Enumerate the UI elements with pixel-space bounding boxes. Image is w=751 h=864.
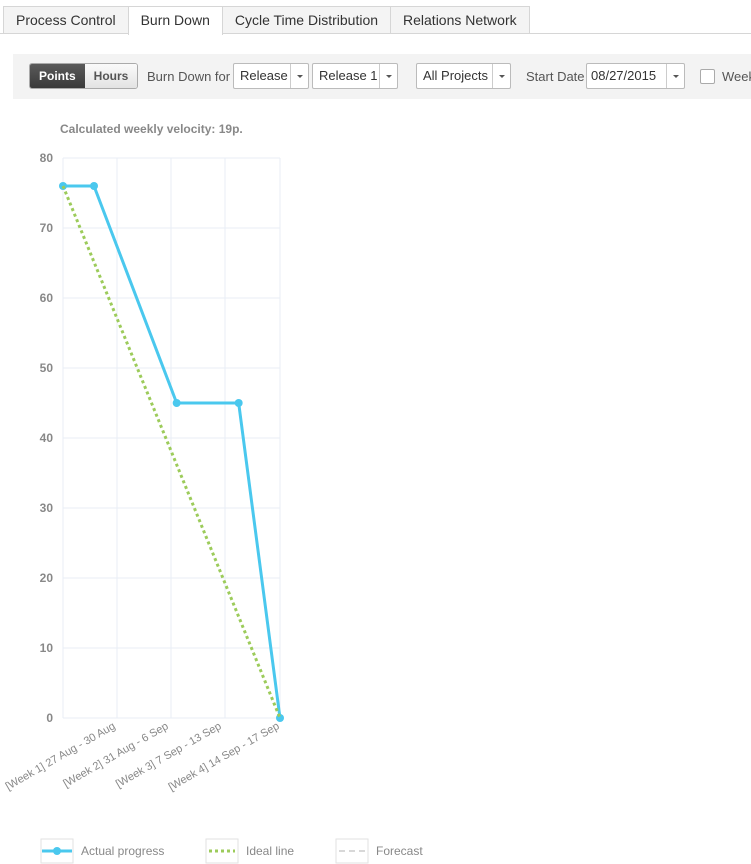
tabs-divider: [0, 33, 751, 34]
release-select[interactable]: Release 1: [312, 63, 398, 89]
y-tick-label: 70: [40, 221, 54, 235]
units-toggle: Points Hours: [29, 63, 139, 89]
report-tabs: Process Control Burn Down Cycle Time Dis…: [3, 6, 530, 35]
y-tick-label: 10: [40, 641, 54, 655]
chevron-down-icon: [666, 64, 684, 88]
y-tick-label: 30: [40, 501, 54, 515]
scope-select[interactable]: Release: [233, 63, 309, 89]
start-date-picker[interactable]: 08/27/2015: [586, 63, 685, 89]
burn-down-for-label: Burn Down for: [147, 69, 231, 84]
tab-process-control[interactable]: Process Control: [3, 6, 129, 34]
chevron-down-icon: [290, 64, 308, 88]
tab-cycle-time-distribution[interactable]: Cycle Time Distribution: [221, 6, 392, 34]
tab-relations-network[interactable]: Relations Network: [390, 6, 530, 34]
y-tick-label: 0: [46, 711, 53, 725]
y-tick-label: 80: [40, 151, 54, 165]
scope-select-value: Release: [240, 68, 288, 83]
legend-label: Actual progress: [81, 844, 164, 858]
y-axis: 0 10 20 30 40 50 60 70 80: [40, 151, 54, 725]
y-tick-label: 60: [40, 291, 54, 305]
chevron-down-icon: [492, 64, 510, 88]
chart-legend: Actual progress Ideal line Forecast: [40, 838, 423, 864]
legend-label: Forecast: [376, 844, 423, 858]
weekends-checkbox[interactable]: [700, 69, 715, 84]
start-date-value: 08/27/2015: [591, 68, 657, 83]
legend-swatch-point: [53, 847, 61, 855]
chevron-down-icon: [379, 64, 397, 88]
tab-burn-down[interactable]: Burn Down: [127, 6, 223, 35]
x-tick-label: [Week 4] 14 Sep - 17 Sep: [167, 720, 282, 793]
data-point: [234, 399, 243, 407]
weekends-label: Week: [722, 69, 751, 84]
chart-series: [59, 182, 284, 722]
chart-grid: [62, 157, 281, 719]
release-select-value: Release 1: [319, 68, 378, 83]
data-point: [90, 182, 98, 190]
y-tick-label: 50: [40, 361, 54, 375]
projects-select[interactable]: All Projects: [416, 63, 511, 89]
y-tick-label: 40: [40, 431, 54, 445]
legend-label: Ideal line: [246, 844, 294, 858]
weekly-velocity-text: Calculated weekly velocity: 19p.: [60, 122, 243, 136]
hours-button[interactable]: Hours: [84, 64, 138, 88]
burn-down-toolbar: Points Hours Burn Down for Release Relea…: [13, 54, 751, 99]
data-point: [172, 399, 181, 407]
points-button[interactable]: Points: [30, 64, 85, 88]
start-date-label: Start Date: [526, 69, 585, 84]
projects-select-value: All Projects: [423, 68, 489, 83]
x-axis: [Week 1] 27 Aug - 30 Aug[Week 2] 31 Aug …: [4, 720, 282, 793]
y-tick-label: 20: [40, 571, 54, 585]
